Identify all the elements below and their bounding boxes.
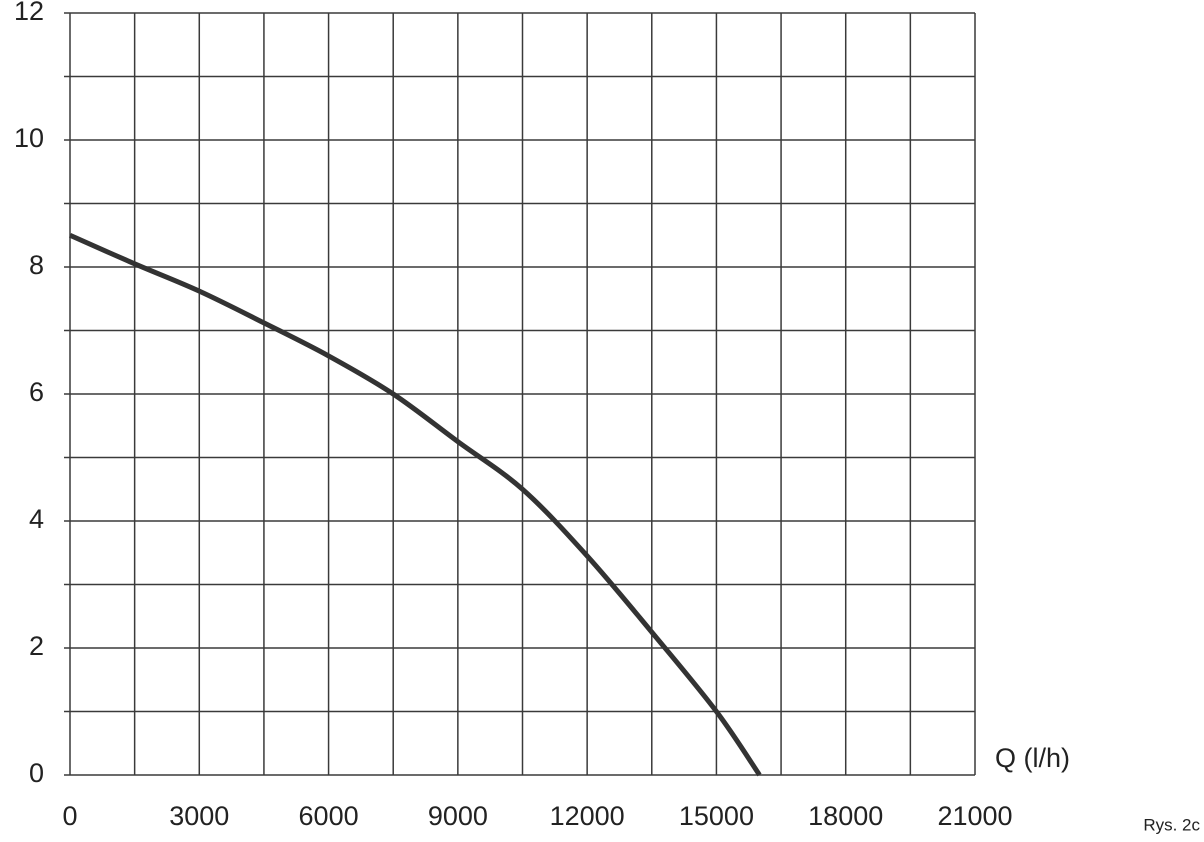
x-axis-label: Q (l/h) <box>995 743 1070 773</box>
x-tick-label: 15000 <box>679 801 754 831</box>
curve <box>68 232 762 777</box>
x-tick-label: 3000 <box>169 801 229 831</box>
caption: Rys. 2c <box>1143 815 1200 834</box>
y-tick-label: 8 <box>29 250 44 280</box>
x-tick-label: 9000 <box>428 801 488 831</box>
y-tick-label: 0 <box>29 758 44 788</box>
x-tick-label: 18000 <box>808 801 883 831</box>
y-tick-label: 4 <box>29 504 44 534</box>
x-tick-label: 12000 <box>550 801 625 831</box>
y-tick-label: 10 <box>14 123 44 153</box>
y-tick-label: 6 <box>29 377 44 407</box>
y-tick-label: 12 <box>14 0 44 26</box>
x-tick-label: 6000 <box>299 801 359 831</box>
x-tick-label: 0 <box>62 801 77 831</box>
y-tick-label: 2 <box>29 631 44 661</box>
x-tick-label: 21000 <box>937 801 1012 831</box>
